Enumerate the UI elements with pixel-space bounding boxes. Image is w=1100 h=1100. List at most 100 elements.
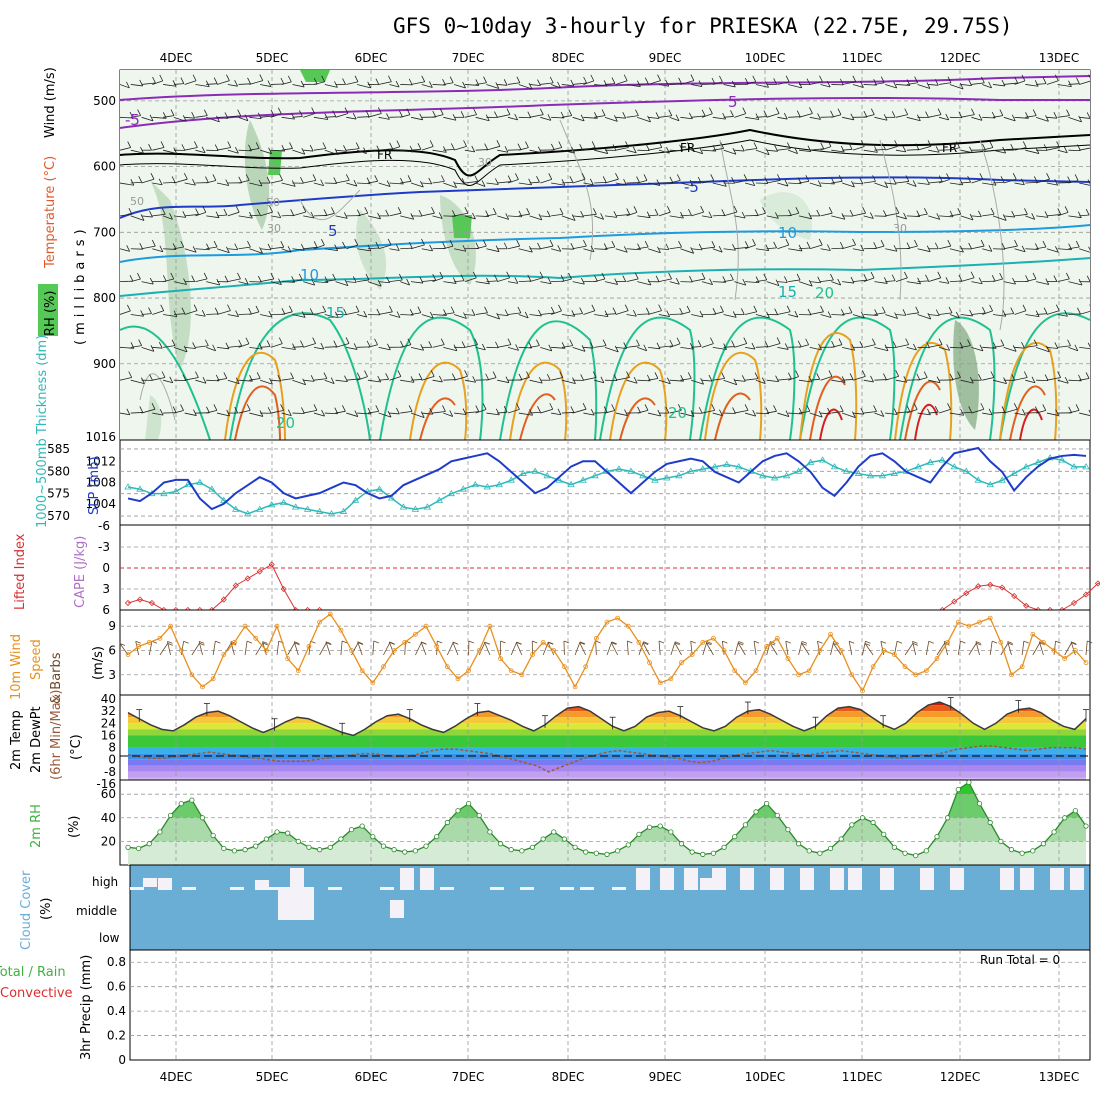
wind-barb-flag bbox=[988, 81, 992, 89]
wind10m-barb bbox=[801, 643, 810, 656]
axis-tick-label: 20 bbox=[101, 834, 116, 848]
wind-barb bbox=[572, 178, 586, 184]
wind-barb-flag bbox=[227, 304, 231, 311]
wind-barb bbox=[281, 81, 292, 85]
wind-barb-flag bbox=[300, 340, 304, 347]
wind-barb bbox=[874, 346, 889, 352]
thickness-marker bbox=[962, 467, 970, 474]
wind-barb-flag bbox=[708, 211, 713, 218]
wind-barb-flag bbox=[518, 373, 523, 381]
wind-barb bbox=[734, 379, 746, 382]
wind-barb-flag bbox=[569, 339, 574, 346]
wind-barb-flag bbox=[955, 311, 960, 319]
wind-barb-flag bbox=[592, 208, 597, 215]
temp2m-label-3: (6hr Min/Max) bbox=[49, 690, 64, 780]
wind-barb-flag bbox=[344, 375, 348, 382]
thickness-marker bbox=[267, 501, 276, 508]
wind-barb-flag bbox=[870, 271, 875, 279]
wind-barb-flag bbox=[194, 141, 198, 148]
wind-barb bbox=[464, 215, 476, 220]
wind-barb bbox=[874, 245, 885, 250]
wind-barb-flag bbox=[311, 107, 315, 114]
wind-barb-flag bbox=[277, 211, 282, 218]
wind-barb bbox=[227, 84, 238, 87]
wind-barb-flag bbox=[859, 177, 864, 185]
wind-barb bbox=[917, 280, 929, 283]
wind10m-marker bbox=[476, 648, 482, 653]
wind-barb-flag bbox=[1035, 310, 1040, 317]
wind-barb-flag bbox=[839, 405, 844, 412]
wind-barb bbox=[173, 116, 187, 122]
wind-barb-flag bbox=[784, 179, 789, 187]
wind-barb-flag bbox=[257, 275, 262, 283]
wind-barb-flag bbox=[205, 176, 209, 183]
wind-barb bbox=[1014, 182, 1025, 186]
wind-barb bbox=[766, 410, 777, 414]
wind10m-marker bbox=[1072, 648, 1078, 653]
wind-barb-flag bbox=[1074, 344, 1079, 351]
thickness-marker bbox=[758, 472, 767, 479]
wind-barb-flag bbox=[905, 175, 910, 182]
wind-barb-flag bbox=[128, 208, 133, 215]
wind-barb-flag bbox=[732, 148, 737, 155]
wind-barb bbox=[260, 314, 272, 318]
wind-barb bbox=[152, 346, 163, 349]
wind-barb-flag bbox=[1057, 371, 1061, 378]
thickness-marker bbox=[399, 503, 408, 510]
wind-barb bbox=[971, 281, 983, 285]
wind-barb bbox=[281, 248, 292, 253]
wind-barb-flag bbox=[827, 244, 831, 251]
wind-barb-flag bbox=[957, 207, 962, 215]
wind-barb bbox=[497, 277, 510, 282]
wind-barb-flag bbox=[408, 78, 413, 86]
wind-barb-flag bbox=[967, 339, 971, 346]
wind-barb-flag bbox=[720, 142, 725, 149]
rh2m-marker bbox=[199, 815, 206, 821]
wind-barb-flag bbox=[1021, 178, 1025, 185]
wind10m-marker bbox=[189, 672, 195, 678]
rh2m-marker bbox=[285, 830, 291, 836]
wind-barb-flag bbox=[375, 241, 380, 249]
wind-barb bbox=[788, 279, 801, 283]
wind-barb bbox=[1046, 80, 1059, 85]
wind-barb bbox=[1035, 116, 1049, 122]
wind-barb-flag bbox=[278, 278, 282, 285]
wind-barb bbox=[604, 178, 619, 184]
wind-barb bbox=[163, 149, 177, 154]
cloud-gap bbox=[800, 868, 814, 890]
wind-barb-flag bbox=[796, 273, 801, 281]
wind10m-marker bbox=[487, 623, 493, 629]
wind-barb bbox=[313, 378, 327, 381]
wind10m-barb-flag bbox=[975, 641, 982, 644]
wind-barb bbox=[518, 314, 529, 319]
wind-barb bbox=[852, 248, 864, 252]
wind-barb-flag bbox=[515, 344, 519, 351]
wind-barb bbox=[1079, 346, 1090, 350]
thickness-marker bbox=[244, 510, 252, 517]
wind10m-barb bbox=[515, 642, 523, 656]
wind-barb bbox=[303, 281, 315, 286]
wind-barb bbox=[906, 346, 917, 351]
wind10m-barb bbox=[734, 641, 739, 656]
wind-barb bbox=[798, 281, 813, 287]
wind-barb bbox=[400, 344, 411, 348]
wind-barb-flag bbox=[971, 108, 975, 115]
wind-barb-flag bbox=[711, 240, 716, 248]
wind-barb-flag bbox=[947, 403, 951, 410]
wind-barb bbox=[443, 149, 455, 151]
wind-barb bbox=[766, 113, 780, 118]
wind10m-marker bbox=[700, 639, 706, 645]
thickness-marker bbox=[818, 456, 827, 463]
wind-barb-flag bbox=[364, 207, 369, 214]
wind-barb-flag bbox=[806, 78, 811, 85]
wind-barb-flag bbox=[883, 210, 887, 217]
wind-barb-flag bbox=[721, 372, 726, 379]
wind-barb bbox=[313, 311, 326, 315]
rh2m-marker bbox=[519, 848, 525, 854]
wind-barb bbox=[551, 213, 564, 217]
wind-barb-flag bbox=[451, 210, 456, 217]
thickness-markers bbox=[124, 454, 1090, 517]
wind-barb bbox=[238, 379, 253, 382]
wind-barb bbox=[615, 116, 626, 119]
